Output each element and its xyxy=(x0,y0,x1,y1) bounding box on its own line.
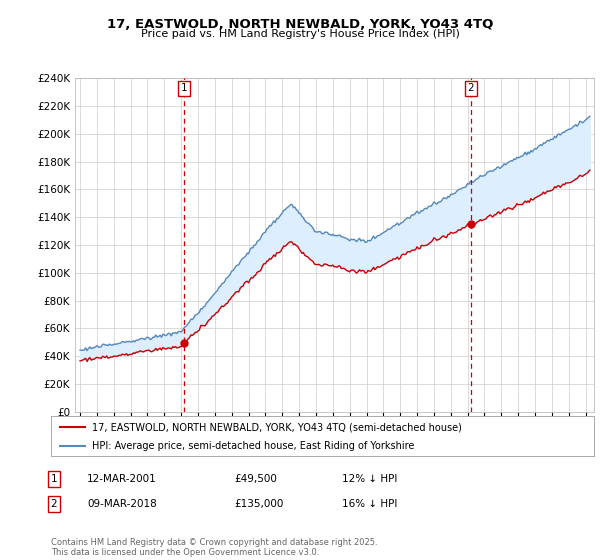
Text: HPI: Average price, semi-detached house, East Riding of Yorkshire: HPI: Average price, semi-detached house,… xyxy=(92,441,414,451)
Text: 09-MAR-2018: 09-MAR-2018 xyxy=(87,499,157,509)
Text: 2: 2 xyxy=(467,83,474,94)
Text: 12-MAR-2001: 12-MAR-2001 xyxy=(87,474,157,484)
Text: Price paid vs. HM Land Registry's House Price Index (HPI): Price paid vs. HM Land Registry's House … xyxy=(140,29,460,39)
Text: 17, EASTWOLD, NORTH NEWBALD, YORK, YO43 4TQ (semi-detached house): 17, EASTWOLD, NORTH NEWBALD, YORK, YO43 … xyxy=(92,422,461,432)
Text: 1: 1 xyxy=(181,83,188,94)
Text: 16% ↓ HPI: 16% ↓ HPI xyxy=(342,499,397,509)
Text: 17, EASTWOLD, NORTH NEWBALD, YORK, YO43 4TQ: 17, EASTWOLD, NORTH NEWBALD, YORK, YO43 … xyxy=(107,18,493,31)
Text: £135,000: £135,000 xyxy=(234,499,283,509)
Text: 1: 1 xyxy=(50,474,58,484)
Text: £49,500: £49,500 xyxy=(234,474,277,484)
Text: 12% ↓ HPI: 12% ↓ HPI xyxy=(342,474,397,484)
Text: 2: 2 xyxy=(50,499,58,509)
Text: Contains HM Land Registry data © Crown copyright and database right 2025.
This d: Contains HM Land Registry data © Crown c… xyxy=(51,538,377,557)
